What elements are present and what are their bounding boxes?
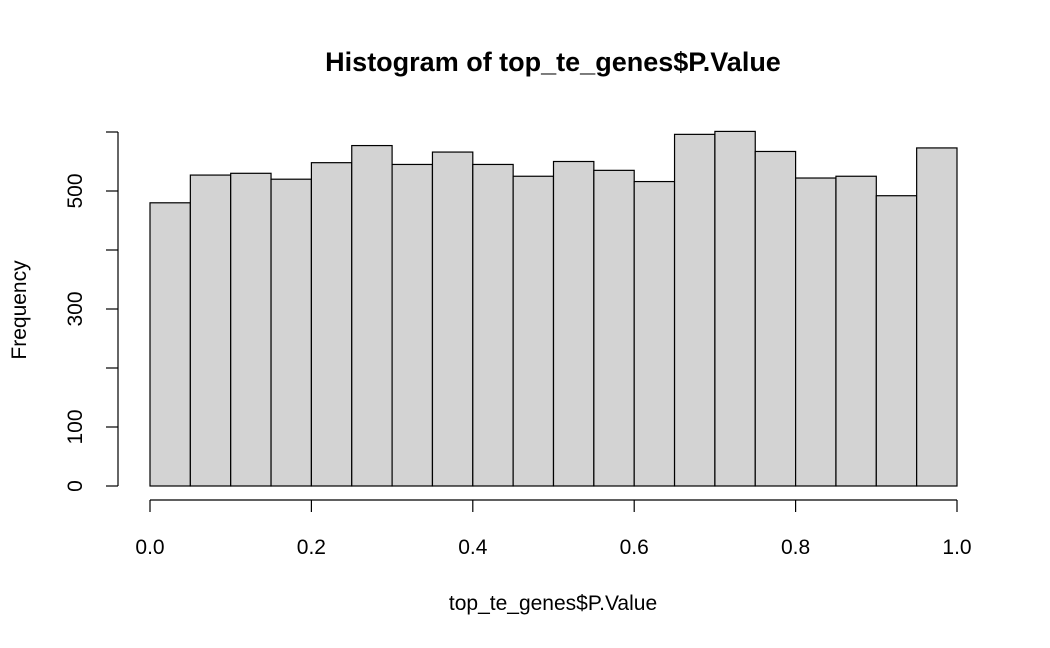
x-tick-label: 0.0 — [135, 536, 164, 559]
histogram-bar — [270, 178, 312, 487]
histogram-bar — [351, 144, 393, 487]
histogram-bar — [431, 151, 474, 487]
histogram-bar — [754, 150, 797, 487]
y-tick-label: 0 — [64, 480, 87, 492]
histogram-bar — [673, 133, 716, 487]
bars-group — [149, 130, 958, 487]
histogram-bar — [916, 147, 958, 487]
histogram-bar — [714, 130, 756, 487]
chart-title: Histogram of top_te_genes$P.Value — [325, 47, 781, 77]
histogram-bar — [875, 195, 918, 487]
histogram-bar — [794, 177, 837, 487]
histogram-bar — [552, 160, 595, 487]
x-tick-label: 0.2 — [297, 536, 326, 559]
histogram-bar — [835, 175, 877, 487]
histogram-bar — [593, 169, 635, 487]
histogram-bar — [149, 202, 191, 487]
y-tick-label: 300 — [64, 291, 87, 326]
histogram-bar — [391, 163, 434, 487]
x-tick-label: 0.4 — [458, 536, 488, 559]
histogram-bar — [472, 163, 514, 487]
histogram-bar — [230, 172, 272, 487]
x-tick-label: 1.0 — [942, 536, 971, 559]
y-tick-label: 500 — [64, 173, 87, 208]
y-axis-label: Frequency — [8, 260, 31, 360]
x-axis: 0.0 0.2 0.4 0.6 0.8 1.0 — [135, 499, 972, 559]
x-axis-label: top_te_genes$P.Value — [449, 592, 657, 615]
x-tick-label: 0.8 — [781, 536, 810, 559]
histogram-bar — [189, 174, 232, 487]
histogram-bar — [310, 162, 353, 487]
x-tick-label: 0.6 — [620, 536, 649, 559]
y-axis: 0 100 300 500 — [64, 131, 119, 492]
histogram-bar — [633, 180, 676, 487]
y-tick-label: 100 — [64, 409, 87, 444]
histogram-bar — [512, 175, 555, 487]
